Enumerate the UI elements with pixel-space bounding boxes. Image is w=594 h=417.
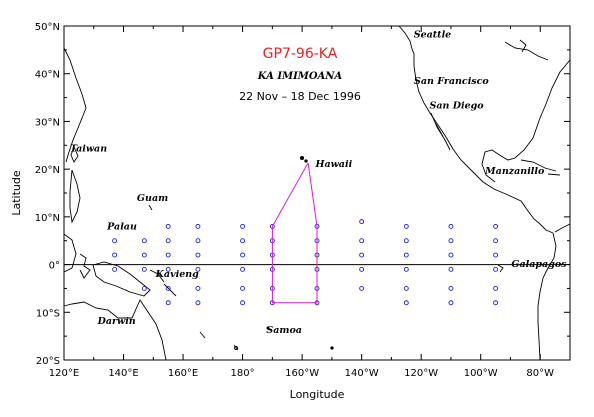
station-marker [141, 266, 147, 272]
station-marker [448, 266, 454, 272]
station-marker [448, 252, 454, 258]
coastlines [63, 25, 571, 361]
station-marker [403, 238, 409, 244]
station-marker [403, 285, 409, 291]
place-label: Guam [137, 193, 168, 204]
station-marker [240, 266, 246, 272]
place-label: Kavieng [155, 269, 199, 280]
station-marker [165, 266, 171, 272]
station-marker [359, 285, 365, 291]
axis-ticks: 120°E 140°E 160°E 180° 160°W 140°W 120°W 100°W 8… [35, 22, 570, 379]
station-marker [493, 266, 499, 272]
station-marker [165, 300, 171, 306]
place-label: Palau [106, 221, 137, 232]
place-label: Seattle [414, 29, 452, 40]
x-axis-label: Longitude [290, 388, 345, 401]
station-marker [359, 219, 365, 225]
station-marker [195, 252, 201, 258]
x-tick-label: 80°W [526, 368, 554, 379]
station-marker [493, 252, 499, 258]
station-marker [493, 223, 499, 229]
station-marker [240, 238, 246, 244]
station-marker [448, 285, 454, 291]
x-tick-label: 120°W [404, 368, 438, 379]
cruise-track-line [271, 162, 318, 304]
place-label: Taiwan [70, 143, 107, 154]
station-marker [403, 223, 409, 229]
place-label: Darwin [97, 316, 136, 327]
place-label: San Diego [430, 101, 485, 112]
station-marker [195, 300, 201, 306]
y-tick-label: 40°N [35, 70, 60, 81]
place-label: Samoa [266, 325, 302, 336]
station-marker [403, 266, 409, 272]
y-tick-label: 0° [49, 261, 60, 272]
station-marker [195, 266, 201, 272]
place-label: San Francisco [414, 76, 489, 87]
ship-name: KA IMIMOANA [257, 71, 343, 82]
x-tick-label: 120°E [49, 368, 79, 379]
station-marker [359, 266, 365, 272]
station-marker [240, 223, 246, 229]
station-marker [493, 238, 499, 244]
station-marker [141, 252, 147, 258]
x-tick-label: 140°E [108, 368, 138, 379]
station-marker [448, 300, 454, 306]
station-marker [165, 238, 171, 244]
station-marker [240, 300, 246, 306]
station-marker [112, 252, 118, 258]
station-marker [165, 223, 171, 229]
station-marker [141, 238, 147, 244]
y-tick-label: 20°S [36, 356, 60, 367]
station-marker [359, 252, 365, 258]
x-tick-label: 180° [231, 368, 255, 379]
station-marker [359, 238, 365, 244]
station-marker [493, 300, 499, 306]
place-label: Hawaii [315, 159, 353, 170]
x-tick-label: 100°W [464, 368, 498, 379]
y-tick-label: 10°S [36, 308, 60, 319]
y-tick-label: 20°N [35, 165, 60, 176]
y-axis-label: Latitude [10, 170, 23, 216]
y-tick-label: 50°N [35, 22, 60, 33]
y-tick-label: 10°N [35, 213, 60, 224]
station-marker [493, 285, 499, 291]
x-tick-label: 140°W [345, 368, 379, 379]
place-labels: Seattle San Francisco San Diego Taiwan Hawai… [70, 29, 567, 335]
station-marker [141, 285, 147, 291]
station-marker [448, 238, 454, 244]
cruise-dates: 22 Nov – 18 Dec 1996 [239, 90, 361, 103]
station-marker [195, 223, 201, 229]
station-marker [240, 285, 246, 291]
x-tick-label: 160°W [285, 368, 319, 379]
place-label: Manzanillo [484, 166, 545, 177]
station-marker [165, 252, 171, 258]
station-marker [240, 252, 246, 258]
y-tick-label: 30°N [35, 117, 60, 128]
station-marker [448, 223, 454, 229]
station-marker [403, 300, 409, 306]
x-tick-label: 160°E [168, 368, 198, 379]
station-marker [112, 238, 118, 244]
map-title: GP7-96-KA [263, 46, 338, 62]
station-marker [195, 285, 201, 291]
station-marker [195, 238, 201, 244]
station-marker [165, 285, 171, 291]
station-marker [403, 252, 409, 258]
place-label: Galapagos [511, 259, 567, 270]
station-marker [112, 266, 118, 272]
